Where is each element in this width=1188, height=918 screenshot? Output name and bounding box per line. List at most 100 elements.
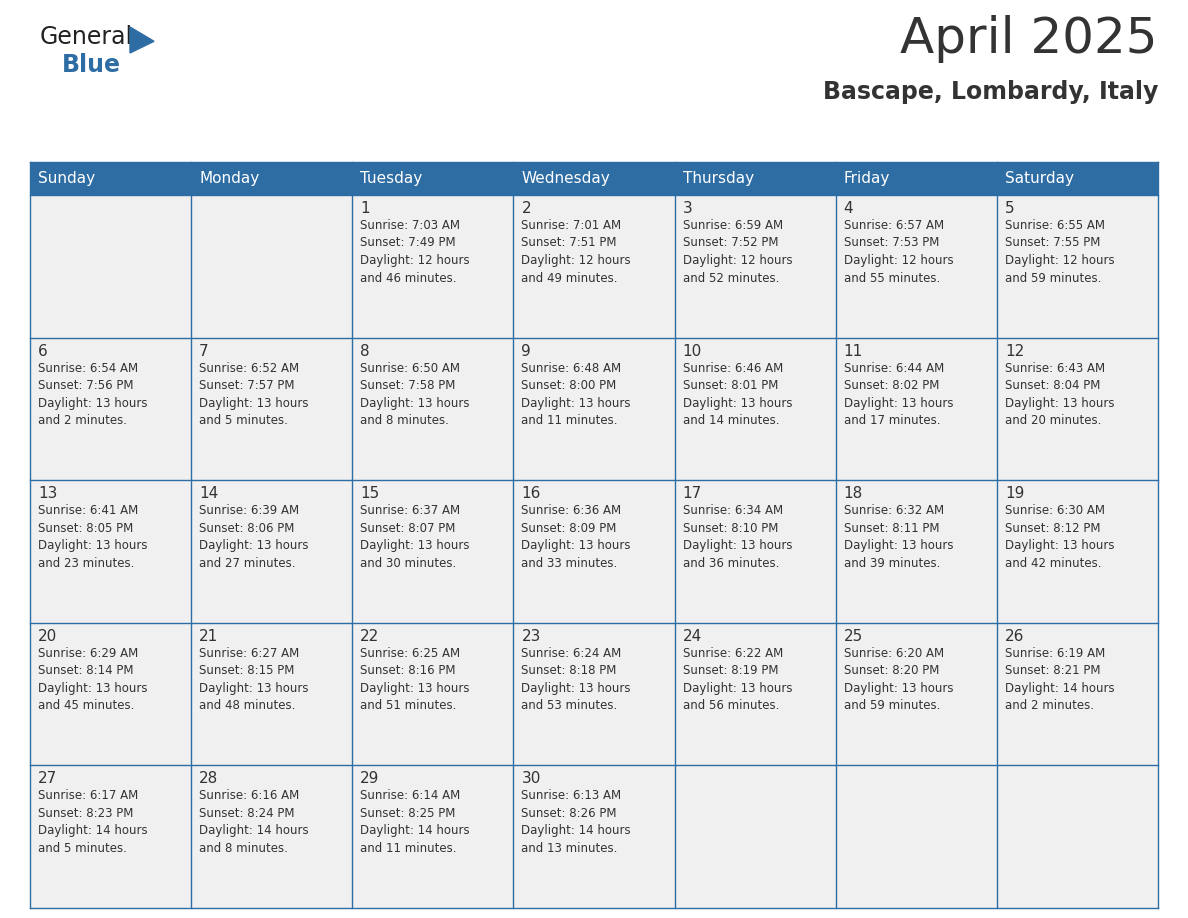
Text: 7: 7	[200, 343, 209, 359]
Text: 6: 6	[38, 343, 48, 359]
Bar	[353, 622, 513, 766]
Text: Sunrise: 6:34 AM
Sunset: 8:10 PM
Daylight: 13 hours
and 36 minutes.: Sunrise: 6:34 AM Sunset: 8:10 PM Dayligh…	[683, 504, 792, 570]
Bar	[513, 195, 675, 338]
Text: Sunrise: 6:17 AM
Sunset: 8:23 PM
Daylight: 14 hours
and 5 minutes.: Sunrise: 6:17 AM Sunset: 8:23 PM Dayligh…	[38, 789, 147, 855]
Bar	[353, 338, 513, 480]
Text: Wednesday: Wednesday	[522, 171, 611, 186]
Bar	[513, 480, 675, 622]
Bar	[835, 480, 997, 622]
Text: 9: 9	[522, 343, 531, 359]
Text: General: General	[40, 25, 133, 49]
Bar	[191, 766, 353, 908]
Bar	[835, 766, 997, 908]
Text: Sunrise: 6:48 AM
Sunset: 8:00 PM
Daylight: 13 hours
and 11 minutes.: Sunrise: 6:48 AM Sunset: 8:00 PM Dayligh…	[522, 362, 631, 427]
Text: Sunrise: 7:01 AM
Sunset: 7:51 PM
Daylight: 12 hours
and 49 minutes.: Sunrise: 7:01 AM Sunset: 7:51 PM Dayligh…	[522, 219, 631, 285]
Bar	[675, 195, 835, 338]
Text: Sunrise: 6:24 AM
Sunset: 8:18 PM
Daylight: 13 hours
and 53 minutes.: Sunrise: 6:24 AM Sunset: 8:18 PM Dayligh…	[522, 647, 631, 712]
Text: Sunrise: 6:20 AM
Sunset: 8:20 PM
Daylight: 13 hours
and 59 minutes.: Sunrise: 6:20 AM Sunset: 8:20 PM Dayligh…	[843, 647, 953, 712]
Bar	[353, 195, 513, 338]
Text: Sunrise: 6:13 AM
Sunset: 8:26 PM
Daylight: 14 hours
and 13 minutes.: Sunrise: 6:13 AM Sunset: 8:26 PM Dayligh…	[522, 789, 631, 855]
Text: Sunrise: 6:39 AM
Sunset: 8:06 PM
Daylight: 13 hours
and 27 minutes.: Sunrise: 6:39 AM Sunset: 8:06 PM Dayligh…	[200, 504, 309, 570]
Polygon shape	[129, 27, 154, 53]
Bar	[997, 622, 1158, 766]
Bar	[675, 338, 835, 480]
Text: 2: 2	[522, 201, 531, 216]
Text: Sunday: Sunday	[38, 171, 95, 186]
Bar	[835, 195, 997, 338]
Bar	[835, 162, 997, 195]
Bar	[30, 480, 191, 622]
Text: Sunrise: 6:55 AM
Sunset: 7:55 PM
Daylight: 12 hours
and 59 minutes.: Sunrise: 6:55 AM Sunset: 7:55 PM Dayligh…	[1005, 219, 1114, 285]
Text: Sunrise: 6:41 AM
Sunset: 8:05 PM
Daylight: 13 hours
and 23 minutes.: Sunrise: 6:41 AM Sunset: 8:05 PM Dayligh…	[38, 504, 147, 570]
Text: 26: 26	[1005, 629, 1024, 644]
Bar	[997, 766, 1158, 908]
Text: Sunrise: 6:16 AM
Sunset: 8:24 PM
Daylight: 14 hours
and 8 minutes.: Sunrise: 6:16 AM Sunset: 8:24 PM Dayligh…	[200, 789, 309, 855]
Bar	[997, 195, 1158, 338]
Text: Monday: Monday	[200, 171, 259, 186]
Bar	[191, 338, 353, 480]
Bar	[353, 766, 513, 908]
Text: 4: 4	[843, 201, 853, 216]
Text: Tuesday: Tuesday	[360, 171, 423, 186]
Text: 13: 13	[38, 487, 57, 501]
Text: Sunrise: 6:30 AM
Sunset: 8:12 PM
Daylight: 13 hours
and 42 minutes.: Sunrise: 6:30 AM Sunset: 8:12 PM Dayligh…	[1005, 504, 1114, 570]
Text: Sunrise: 6:44 AM
Sunset: 8:02 PM
Daylight: 13 hours
and 17 minutes.: Sunrise: 6:44 AM Sunset: 8:02 PM Dayligh…	[843, 362, 953, 427]
Text: 27: 27	[38, 771, 57, 787]
Text: Sunrise: 6:50 AM
Sunset: 7:58 PM
Daylight: 13 hours
and 8 minutes.: Sunrise: 6:50 AM Sunset: 7:58 PM Dayligh…	[360, 362, 469, 427]
Text: Sunrise: 6:29 AM
Sunset: 8:14 PM
Daylight: 13 hours
and 45 minutes.: Sunrise: 6:29 AM Sunset: 8:14 PM Dayligh…	[38, 647, 147, 712]
Bar	[191, 162, 353, 195]
Bar	[513, 766, 675, 908]
Text: Bascape, Lombardy, Italy: Bascape, Lombardy, Italy	[822, 80, 1158, 104]
Bar	[30, 338, 191, 480]
Text: 20: 20	[38, 629, 57, 644]
Text: Sunrise: 6:37 AM
Sunset: 8:07 PM
Daylight: 13 hours
and 30 minutes.: Sunrise: 6:37 AM Sunset: 8:07 PM Dayligh…	[360, 504, 469, 570]
Text: 8: 8	[360, 343, 369, 359]
Bar	[30, 766, 191, 908]
Text: 15: 15	[360, 487, 379, 501]
Text: Friday: Friday	[843, 171, 890, 186]
Bar	[675, 622, 835, 766]
Text: Sunrise: 6:54 AM
Sunset: 7:56 PM
Daylight: 13 hours
and 2 minutes.: Sunrise: 6:54 AM Sunset: 7:56 PM Dayligh…	[38, 362, 147, 427]
Text: Sunrise: 6:57 AM
Sunset: 7:53 PM
Daylight: 12 hours
and 55 minutes.: Sunrise: 6:57 AM Sunset: 7:53 PM Dayligh…	[843, 219, 953, 285]
Text: Sunrise: 6:43 AM
Sunset: 8:04 PM
Daylight: 13 hours
and 20 minutes.: Sunrise: 6:43 AM Sunset: 8:04 PM Dayligh…	[1005, 362, 1114, 427]
Bar	[513, 622, 675, 766]
Bar	[513, 338, 675, 480]
Text: 22: 22	[360, 629, 379, 644]
Bar	[191, 480, 353, 622]
Text: Thursday: Thursday	[683, 171, 753, 186]
Bar	[835, 622, 997, 766]
Text: 10: 10	[683, 343, 702, 359]
Text: 5: 5	[1005, 201, 1015, 216]
Bar	[997, 338, 1158, 480]
Bar	[353, 480, 513, 622]
Bar	[675, 162, 835, 195]
Text: Sunrise: 6:14 AM
Sunset: 8:25 PM
Daylight: 14 hours
and 11 minutes.: Sunrise: 6:14 AM Sunset: 8:25 PM Dayligh…	[360, 789, 470, 855]
Bar	[675, 766, 835, 908]
Bar	[997, 480, 1158, 622]
Text: 21: 21	[200, 629, 219, 644]
Bar	[30, 195, 191, 338]
Text: Sunrise: 6:46 AM
Sunset: 8:01 PM
Daylight: 13 hours
and 14 minutes.: Sunrise: 6:46 AM Sunset: 8:01 PM Dayligh…	[683, 362, 792, 427]
Text: Sunrise: 6:22 AM
Sunset: 8:19 PM
Daylight: 13 hours
and 56 minutes.: Sunrise: 6:22 AM Sunset: 8:19 PM Dayligh…	[683, 647, 792, 712]
Bar	[30, 622, 191, 766]
Text: 1: 1	[360, 201, 369, 216]
Text: Sunrise: 6:52 AM
Sunset: 7:57 PM
Daylight: 13 hours
and 5 minutes.: Sunrise: 6:52 AM Sunset: 7:57 PM Dayligh…	[200, 362, 309, 427]
Text: 3: 3	[683, 201, 693, 216]
Text: Sunrise: 7:03 AM
Sunset: 7:49 PM
Daylight: 12 hours
and 46 minutes.: Sunrise: 7:03 AM Sunset: 7:49 PM Dayligh…	[360, 219, 470, 285]
Bar	[513, 162, 675, 195]
Text: 14: 14	[200, 487, 219, 501]
Bar	[353, 162, 513, 195]
Text: Sunrise: 6:59 AM
Sunset: 7:52 PM
Daylight: 12 hours
and 52 minutes.: Sunrise: 6:59 AM Sunset: 7:52 PM Dayligh…	[683, 219, 792, 285]
Text: 16: 16	[522, 487, 541, 501]
Bar	[835, 338, 997, 480]
Bar	[191, 622, 353, 766]
Text: 25: 25	[843, 629, 862, 644]
Text: Sunrise: 6:25 AM
Sunset: 8:16 PM
Daylight: 13 hours
and 51 minutes.: Sunrise: 6:25 AM Sunset: 8:16 PM Dayligh…	[360, 647, 469, 712]
Text: Sunrise: 6:36 AM
Sunset: 8:09 PM
Daylight: 13 hours
and 33 minutes.: Sunrise: 6:36 AM Sunset: 8:09 PM Dayligh…	[522, 504, 631, 570]
Text: 30: 30	[522, 771, 541, 787]
Text: Sunrise: 6:19 AM
Sunset: 8:21 PM
Daylight: 14 hours
and 2 minutes.: Sunrise: 6:19 AM Sunset: 8:21 PM Dayligh…	[1005, 647, 1114, 712]
Bar	[997, 162, 1158, 195]
Text: 29: 29	[360, 771, 380, 787]
Text: 19: 19	[1005, 487, 1024, 501]
Text: 23: 23	[522, 629, 541, 644]
